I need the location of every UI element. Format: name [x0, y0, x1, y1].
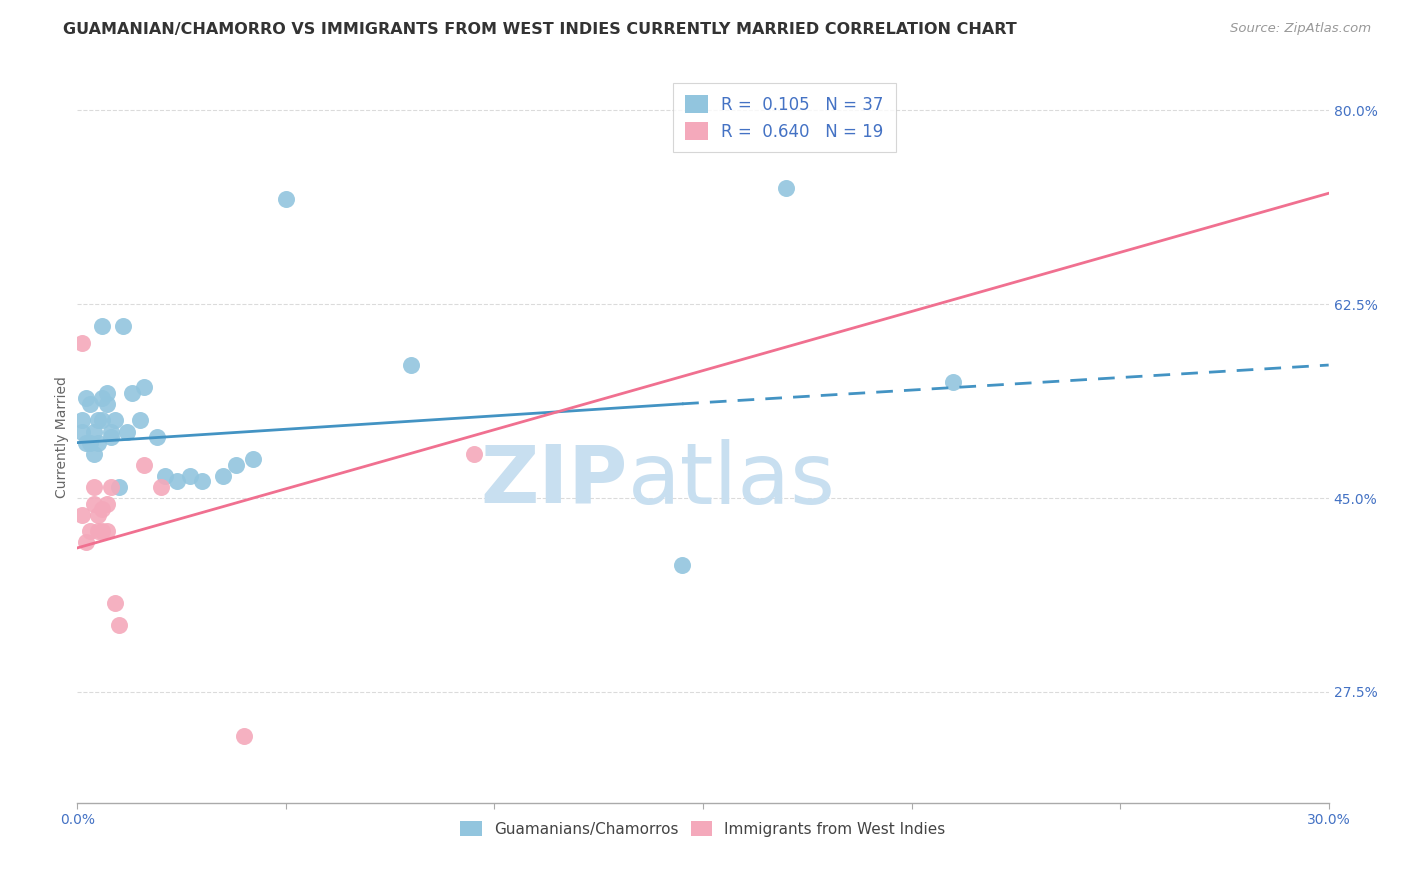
Point: [121, 385, 143, 400]
Point: [104, 596, 127, 610]
Point: [79, 524, 101, 539]
Point: [108, 618, 131, 632]
Point: [75, 435, 97, 450]
Point: [96, 497, 118, 511]
Point: [149, 480, 172, 494]
Point: [96, 397, 118, 411]
Point: [83, 425, 105, 439]
Point: [104, 413, 127, 427]
Point: [242, 452, 264, 467]
Point: [100, 430, 122, 444]
Point: [108, 480, 131, 494]
Point: [129, 413, 152, 427]
Point: [233, 729, 256, 743]
Point: [87, 413, 110, 427]
Point: [91, 392, 114, 406]
Point: [942, 375, 965, 389]
Point: [153, 468, 176, 483]
Point: [166, 475, 188, 489]
Point: [70, 335, 93, 350]
Point: [117, 425, 139, 439]
Legend: Guamanians/Chamorros, Immigrants from West Indies: Guamanians/Chamorros, Immigrants from We…: [454, 814, 952, 843]
Point: [145, 430, 167, 444]
Point: [96, 385, 118, 400]
Point: [79, 435, 101, 450]
Point: [179, 468, 201, 483]
Point: [87, 524, 110, 539]
Point: [91, 319, 114, 334]
Point: [83, 497, 105, 511]
Point: [79, 397, 101, 411]
Point: [91, 502, 114, 516]
Point: [75, 392, 97, 406]
Point: [274, 192, 297, 206]
Point: [132, 458, 155, 472]
Point: [775, 180, 797, 194]
Point: [70, 508, 93, 522]
Point: [70, 413, 93, 427]
Text: ZIP: ZIP: [481, 442, 628, 520]
Point: [100, 480, 122, 494]
Point: [91, 524, 114, 539]
Point: [132, 380, 155, 394]
Point: [87, 508, 110, 522]
Point: [463, 447, 485, 461]
Point: [399, 358, 422, 372]
Point: [87, 435, 110, 450]
Point: [75, 535, 97, 549]
Point: [212, 468, 235, 483]
Text: atlas: atlas: [628, 440, 837, 523]
Text: GUAMANIAN/CHAMORRO VS IMMIGRANTS FROM WEST INDIES CURRENTLY MARRIED CORRELATION : GUAMANIAN/CHAMORRO VS IMMIGRANTS FROM WE…: [63, 22, 1017, 37]
Point: [83, 480, 105, 494]
Point: [96, 524, 118, 539]
Point: [100, 425, 122, 439]
Point: [91, 413, 114, 427]
Y-axis label: Currently Married: Currently Married: [55, 376, 69, 498]
Point: [70, 425, 93, 439]
Point: [671, 558, 693, 572]
Point: [191, 475, 214, 489]
Point: [83, 447, 105, 461]
Point: [112, 319, 135, 334]
Text: Source: ZipAtlas.com: Source: ZipAtlas.com: [1230, 22, 1371, 36]
Point: [225, 458, 247, 472]
